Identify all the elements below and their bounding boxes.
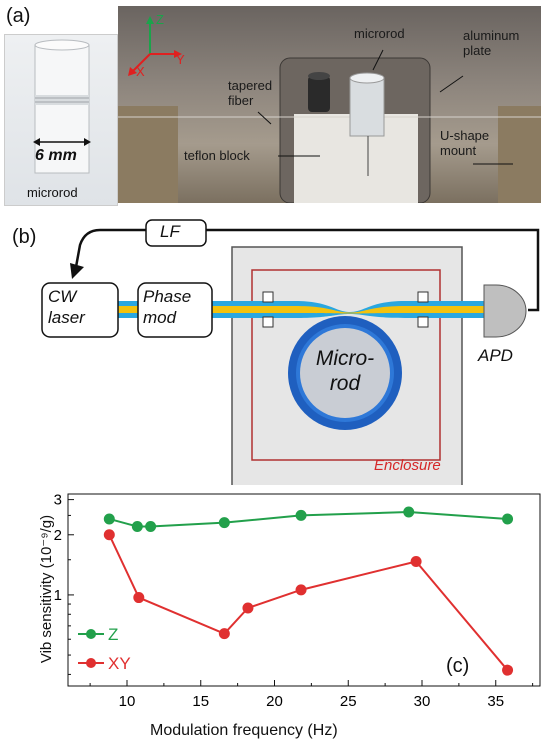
data-point-xy xyxy=(410,555,422,567)
feedback-loop-line xyxy=(74,228,540,312)
data-point-z xyxy=(218,517,230,529)
data-point-z xyxy=(145,521,157,533)
panel-c-label: (c) xyxy=(446,655,470,677)
lf-label: LF xyxy=(160,222,180,241)
data-point-xy xyxy=(218,628,230,640)
y-axis-title: Vib sensitivity (10⁻⁹/g) xyxy=(38,514,55,664)
data-point-z xyxy=(131,521,143,533)
data-point-xy xyxy=(133,592,145,604)
vibration-sensitivity-chart: 10 15 20 25 30 35 1 2 3 Z XY xyxy=(54,492,541,710)
apd-label: APD xyxy=(478,346,513,365)
label-ushape-mount: U-shape mount xyxy=(440,128,490,158)
cw-laser-box xyxy=(41,282,119,338)
data-point-xy xyxy=(295,584,307,596)
label-tapered-fiber: tapered fiber xyxy=(228,78,273,108)
microrod-label: Micro- rod xyxy=(315,347,375,395)
x-axis-title: Modulation frequency (Hz) xyxy=(150,722,338,739)
axis-y-label: Y xyxy=(176,52,185,67)
data-point-z xyxy=(295,509,307,521)
x-tick-label: 10 xyxy=(119,693,136,710)
data-point-z xyxy=(103,513,115,525)
rod-dimension: 6 mm xyxy=(35,147,77,164)
data-point-xy xyxy=(242,602,254,614)
axis-z-label: Z xyxy=(156,12,164,27)
label-teflon-block: teflon block xyxy=(184,148,250,163)
legend-marker-xy xyxy=(86,658,96,668)
rod-caption: microrod xyxy=(27,185,78,200)
setup-illustration xyxy=(118,16,541,204)
enclosure-label: Enclosure xyxy=(374,457,441,474)
panel-b-label: (b) xyxy=(12,226,37,248)
plot-frame xyxy=(67,493,541,687)
data-point-xy xyxy=(502,664,514,676)
phase-mod-box xyxy=(137,282,213,338)
legend-label-z: Z xyxy=(108,625,118,644)
series-line-xy xyxy=(108,534,509,671)
schematic-diagram xyxy=(41,219,540,485)
x-tick-label: 25 xyxy=(340,693,357,710)
legend-marker-z xyxy=(86,629,96,639)
apd-detector xyxy=(483,284,527,338)
lf-box xyxy=(145,219,207,247)
y-tick-label: 3 xyxy=(54,492,62,509)
y-tick-label: 2 xyxy=(54,527,62,544)
x-tick-label: 30 xyxy=(414,693,431,710)
series-line-z xyxy=(109,511,508,528)
cw-laser-label: CW laser xyxy=(48,287,85,327)
label-aluminum-plate: aluminum plate xyxy=(463,28,520,58)
microrod-photo: 6 mm microrod xyxy=(4,34,118,206)
x-tick-label: 35 xyxy=(487,693,504,710)
axis-x-label: X xyxy=(136,64,145,79)
x-axis-arrow xyxy=(131,53,151,73)
microrod-illustration xyxy=(33,39,91,174)
x-tick-label: 15 xyxy=(192,693,209,710)
data-point-z xyxy=(403,506,415,518)
data-point-z xyxy=(502,513,514,525)
setup-photo: Z Y X microrod aluminum plate tapered fi… xyxy=(118,6,541,204)
phase-mod-label: Phase mod xyxy=(143,287,192,327)
legend-label-xy: XY xyxy=(108,654,131,673)
label-microrod: microrod xyxy=(354,26,405,41)
y-tick-label: 1 xyxy=(54,587,62,604)
data-point-xy xyxy=(103,529,115,541)
panel-a-label: (a) xyxy=(6,5,31,27)
x-tick-label: 20 xyxy=(266,693,283,710)
